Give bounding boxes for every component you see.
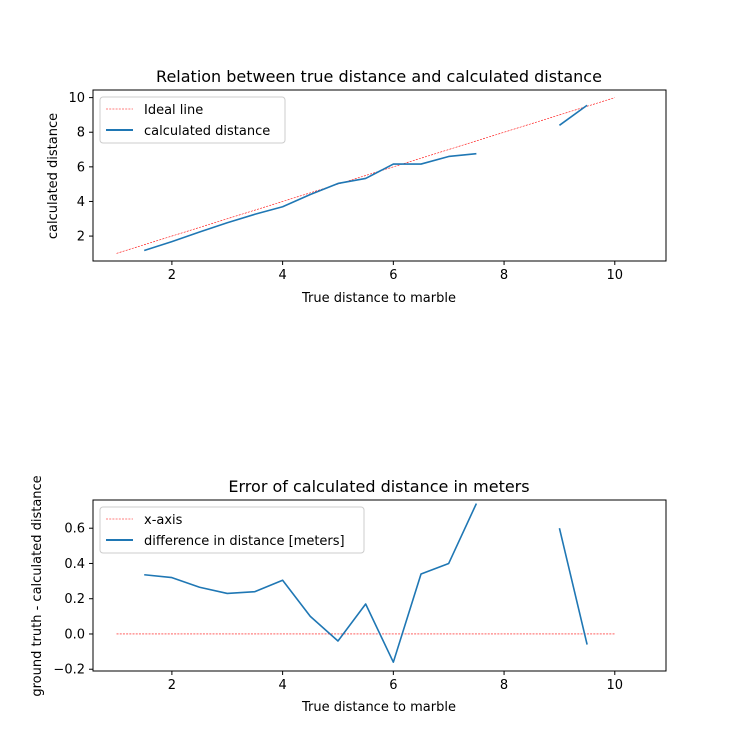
plot-lines [116,503,615,663]
legend-label-x-axis: x-axis [144,513,183,528]
legend-label-difference: difference in distance [meters] [144,534,345,549]
y-tick-label: 4 [77,195,85,210]
series-line-1-segment-0 [143,152,477,252]
y-tick-label: 8 [77,126,85,141]
chart-title: Relation between true distance and calcu… [156,67,602,86]
x-tick-label: 4 [278,268,286,283]
x-tick-label: 2 [168,268,176,283]
series-line-1-segment-1 [558,104,588,126]
x-tick-label: 4 [278,678,286,693]
x-axis-label: True distance to marble [301,700,456,715]
chart-title: Error of calculated distance in meters [228,477,529,496]
y-tick-label: 10 [68,91,85,106]
x-tick-label: 8 [500,678,508,693]
axis-ticks: 2 4 6 8 10 2 4 6 8 10 [68,91,623,283]
series-line-1-segment-0 [144,503,478,663]
legend-label-calculated: calculated distance [144,124,270,139]
x-tick-label: 8 [500,268,508,283]
y-tick-label: 6 [77,160,85,175]
y-tick-label: 0.0 [64,627,85,642]
series-line-0-segment-0 [116,97,615,254]
plot-frame [92,89,667,262]
y-tick-label: 0.4 [64,557,85,572]
x-tick-label: 6 [389,268,397,283]
plot-lines [116,97,615,254]
y-axis-label: calculated distance [46,113,61,239]
y-axis-label: ground truth - calculated distance [30,475,45,696]
chart-distance-relation: Relation between true distance and calcu… [46,67,667,306]
y-tick-label: 0.6 [64,522,85,537]
legend-box [99,96,286,144]
y-tick-label: 0.2 [64,592,85,607]
x-tick-label: 2 [168,678,176,693]
legend: x-axis difference in distance [meters] [99,506,365,554]
series-line-1-segment-1 [558,528,588,645]
x-tick-label: 10 [607,268,624,283]
legend: Ideal line calculated distance [99,96,286,144]
legend-label-ideal: Ideal line [144,103,203,118]
chart-distance-error: Error of calculated distance in meters T… [30,475,667,715]
y-tick-label: −0.2 [53,663,85,678]
axis-ticks: 2 4 6 8 10 −0.2 0.0 0.2 0.4 0.6 [53,522,623,693]
legend-box [99,506,365,554]
y-tick-label: 2 [77,230,85,245]
x-tick-label: 6 [389,678,397,693]
x-axis-label: True distance to marble [301,291,456,306]
x-tick-label: 10 [607,678,624,693]
plot-frame [92,499,667,672]
